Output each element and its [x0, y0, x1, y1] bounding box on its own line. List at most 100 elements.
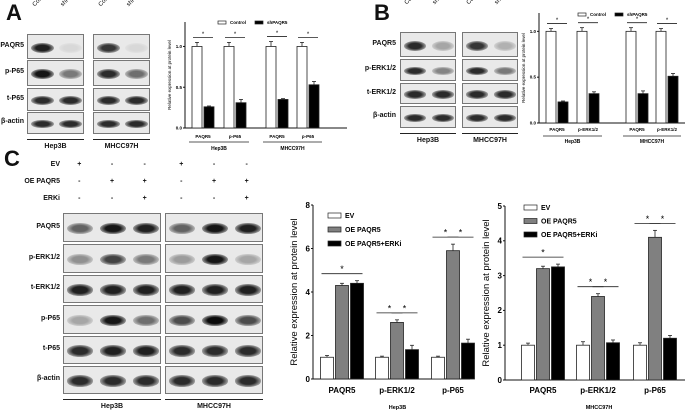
treatment-mark: - [212, 161, 216, 168]
protein-band [201, 253, 229, 266]
significance-star: * [636, 17, 639, 23]
blot-membrane [165, 244, 263, 273]
blot-membrane [93, 34, 150, 59]
cell-line-label: Hep3B [100, 403, 124, 410]
legend-label: shPAQR5 [627, 12, 648, 17]
significance-star: * [604, 277, 608, 287]
blot-membrane [63, 305, 161, 334]
category-label: p-ERK1/2 [580, 386, 616, 395]
category-label: PAQR5 [530, 386, 558, 395]
y-tick-label: 4 [306, 288, 311, 297]
protein-band [99, 345, 127, 357]
group-label: Hep3B [211, 146, 227, 152]
bar [557, 101, 569, 124]
protein-band [96, 119, 120, 129]
protein-band [96, 95, 120, 106]
bar [655, 30, 667, 124]
panel-label-c: C [4, 146, 20, 171]
legend-label: OE PAQR5 [541, 219, 577, 226]
protein-band [431, 66, 455, 76]
significance-star: * [556, 18, 559, 24]
protein-band [99, 314, 127, 327]
legend-label: OE PAQR5+ERKi [345, 241, 402, 248]
bar [536, 268, 550, 381]
blot-row-label: t-ERK1/2 [30, 284, 60, 291]
blot-membrane [63, 213, 161, 242]
bar [375, 356, 389, 380]
bar [576, 344, 590, 381]
bar [545, 30, 557, 124]
x-axis-title: MHCC97H [586, 405, 613, 411]
protein-band [201, 345, 229, 357]
bar [446, 250, 460, 380]
protein-band [431, 113, 455, 123]
cell-line-label: MHCC97H [104, 143, 139, 150]
category-label: PAQR5 [629, 127, 645, 132]
legend-swatch [523, 218, 538, 224]
significance-star: * [234, 32, 237, 38]
protein-band [67, 253, 94, 266]
protein-band [169, 284, 196, 296]
protein-band [59, 68, 83, 80]
protein-band [132, 222, 159, 235]
y-tick-label: 3 [498, 271, 503, 280]
protein-band [30, 68, 54, 80]
blot-membrane [27, 88, 84, 111]
bar [606, 342, 620, 381]
y-tick-label: 5 [498, 202, 503, 211]
y-tick-label: 0 [498, 376, 503, 385]
blot-row-label: p-P65 [4, 68, 24, 75]
protein-band [169, 222, 196, 235]
significance-star: * [459, 228, 463, 238]
protein-band [96, 42, 120, 53]
treatment-mark: - [245, 161, 248, 168]
protein-band [125, 119, 149, 129]
blot-membrane [165, 305, 263, 334]
panel-label-b: B [374, 0, 390, 25]
bar [431, 356, 445, 380]
protein-band [99, 222, 127, 235]
blot-membrane [165, 275, 263, 303]
group-label: MHCC97H [280, 146, 305, 152]
treatment-label: EV [50, 161, 60, 168]
significance-star: * [403, 303, 407, 313]
legend-label: Control [230, 20, 246, 25]
blot-membrane [93, 88, 150, 111]
category-label: p-P65 [442, 386, 464, 395]
legend-swatch [523, 231, 538, 238]
category-label: PAQR5 [269, 134, 285, 139]
protein-band [59, 42, 83, 53]
protein-band [169, 253, 196, 266]
significance-star: * [307, 32, 310, 38]
bar [350, 282, 364, 380]
y-tick-label: 1.0 [176, 44, 183, 49]
y-tick-label: 6 [306, 244, 311, 253]
y-tick-label: 0.5 [530, 75, 537, 80]
y-axis-title: Relative expression at protein level [167, 40, 172, 110]
bar [308, 84, 320, 129]
blot-row-label: p-P65 [40, 314, 60, 322]
blot-membrane [165, 213, 263, 242]
significance-star: * [340, 264, 344, 274]
cell-line-underline [27, 139, 84, 140]
category-label: p-P65 [302, 134, 315, 139]
protein-band [234, 284, 261, 296]
blot-row-label: t-P65 [6, 94, 24, 102]
treatment-mark: - [180, 195, 183, 202]
protein-band [169, 375, 196, 387]
protein-band [125, 68, 149, 80]
protein-band [96, 68, 120, 80]
treatment-mark: + [142, 178, 147, 185]
category-label: PAQR5 [329, 386, 357, 395]
blot-membrane [400, 32, 456, 57]
treatment-mark: - [78, 195, 81, 202]
protein-band [403, 40, 427, 51]
protein-band [30, 119, 54, 129]
blot-row-label: PAQR5 [372, 39, 396, 47]
bar [667, 75, 679, 124]
bar [576, 30, 588, 124]
protein-band [132, 314, 159, 327]
protein-band [234, 222, 261, 235]
significance-star: * [276, 31, 279, 37]
